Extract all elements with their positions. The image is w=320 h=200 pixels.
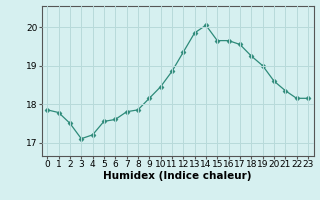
X-axis label: Humidex (Indice chaleur): Humidex (Indice chaleur) xyxy=(103,171,252,181)
